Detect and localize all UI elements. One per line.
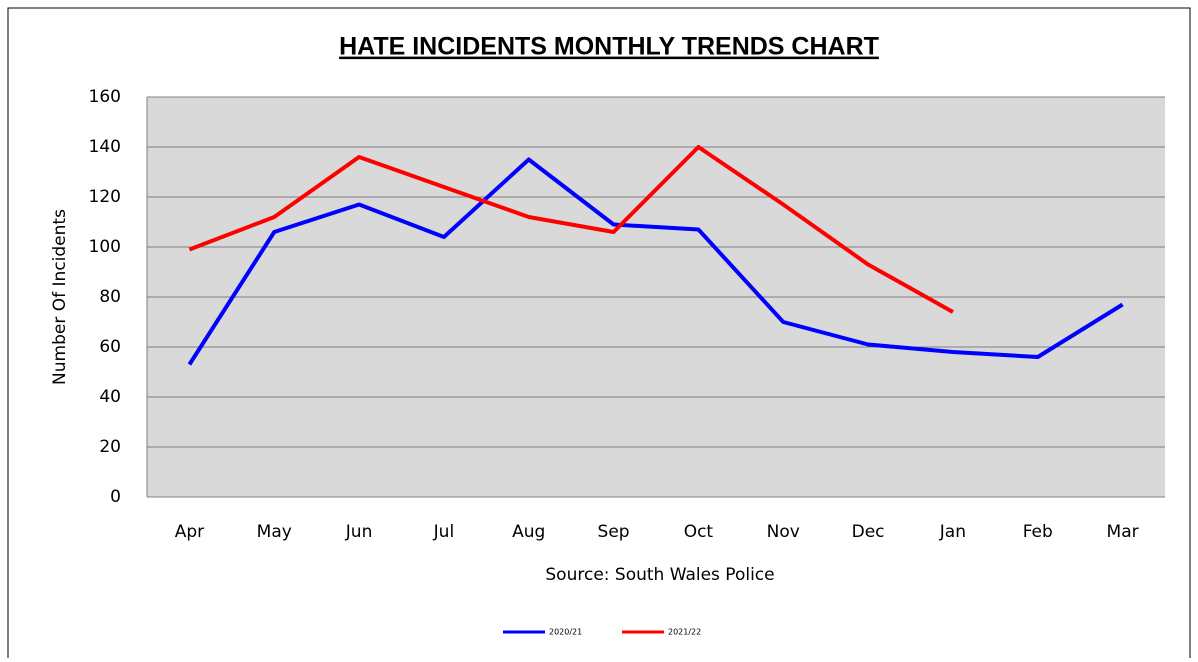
x-axis-label: Source: South Wales Police bbox=[545, 565, 774, 585]
y-tick-label: 60 bbox=[99, 337, 121, 357]
x-tick-label: Apr bbox=[175, 522, 204, 542]
y-tick-label: 140 bbox=[89, 137, 121, 157]
y-tick-label: 0 bbox=[110, 487, 121, 507]
x-tick-label: Dec bbox=[852, 522, 885, 542]
y-tick-label: 160 bbox=[89, 87, 121, 107]
x-tick-label: Nov bbox=[767, 522, 800, 542]
legend-label: 2021/22 bbox=[668, 628, 701, 637]
x-tick-label: Feb bbox=[1023, 522, 1053, 542]
x-tick-label: Jul bbox=[433, 522, 455, 542]
y-tick-label: 40 bbox=[99, 387, 121, 407]
legend-label: 2020/21 bbox=[549, 628, 582, 637]
x-tick-label: Jun bbox=[345, 522, 373, 542]
x-tick-label: Mar bbox=[1107, 522, 1139, 542]
y-tick-label: 120 bbox=[89, 187, 121, 207]
x-tick-label: Sep bbox=[598, 522, 630, 542]
y-axis-label: Number Of Incidents bbox=[50, 209, 70, 385]
y-tick-label: 80 bbox=[99, 287, 121, 307]
x-tick-label: Oct bbox=[684, 522, 714, 542]
y-tick-label: 100 bbox=[89, 237, 121, 257]
data-line bbox=[187, 157, 1124, 366]
x-tick-label: May bbox=[257, 522, 292, 542]
y-tick-label: 20 bbox=[99, 437, 121, 457]
x-tick-label: Aug bbox=[512, 522, 545, 542]
data-line bbox=[188, 145, 954, 314]
x-tick-label: Jan bbox=[939, 522, 966, 542]
chart-title: HATE INCIDENTS MONTHLY TRENDS CHART bbox=[339, 33, 879, 61]
